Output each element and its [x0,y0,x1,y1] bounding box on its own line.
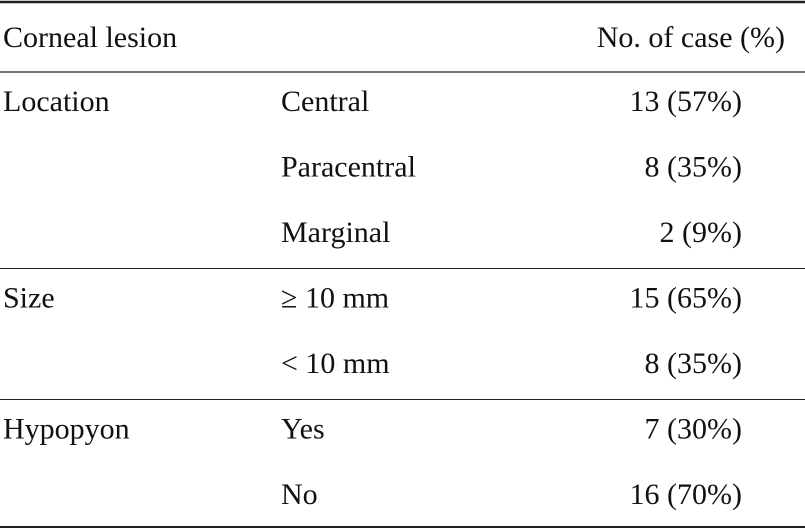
row-label: Paracentral [281,150,416,183]
row-label: Yes [281,412,325,445]
group-label: Hypopyon [3,412,130,445]
row-value: 8 (35%) [645,150,742,183]
row-label: ≥ 10 mm [281,281,389,314]
row-value: 8 (35%) [645,347,742,380]
row-value: 13 (57%) [630,85,742,118]
row-label: Central [281,85,369,118]
group-label: Size [3,281,55,314]
row-label: < 10 mm [281,347,390,380]
row-label: No [281,478,318,511]
row-label: Marginal [281,216,390,249]
header-cell: No. of case (%) [597,21,785,54]
row-value: 2 (9%) [660,216,742,249]
group-label: Location [3,85,110,118]
row-value: 16 (70%) [630,478,742,511]
header-cell: Corneal lesion [3,21,177,54]
row-value: 15 (65%) [630,281,742,314]
row-value: 7 (30%) [645,412,742,445]
